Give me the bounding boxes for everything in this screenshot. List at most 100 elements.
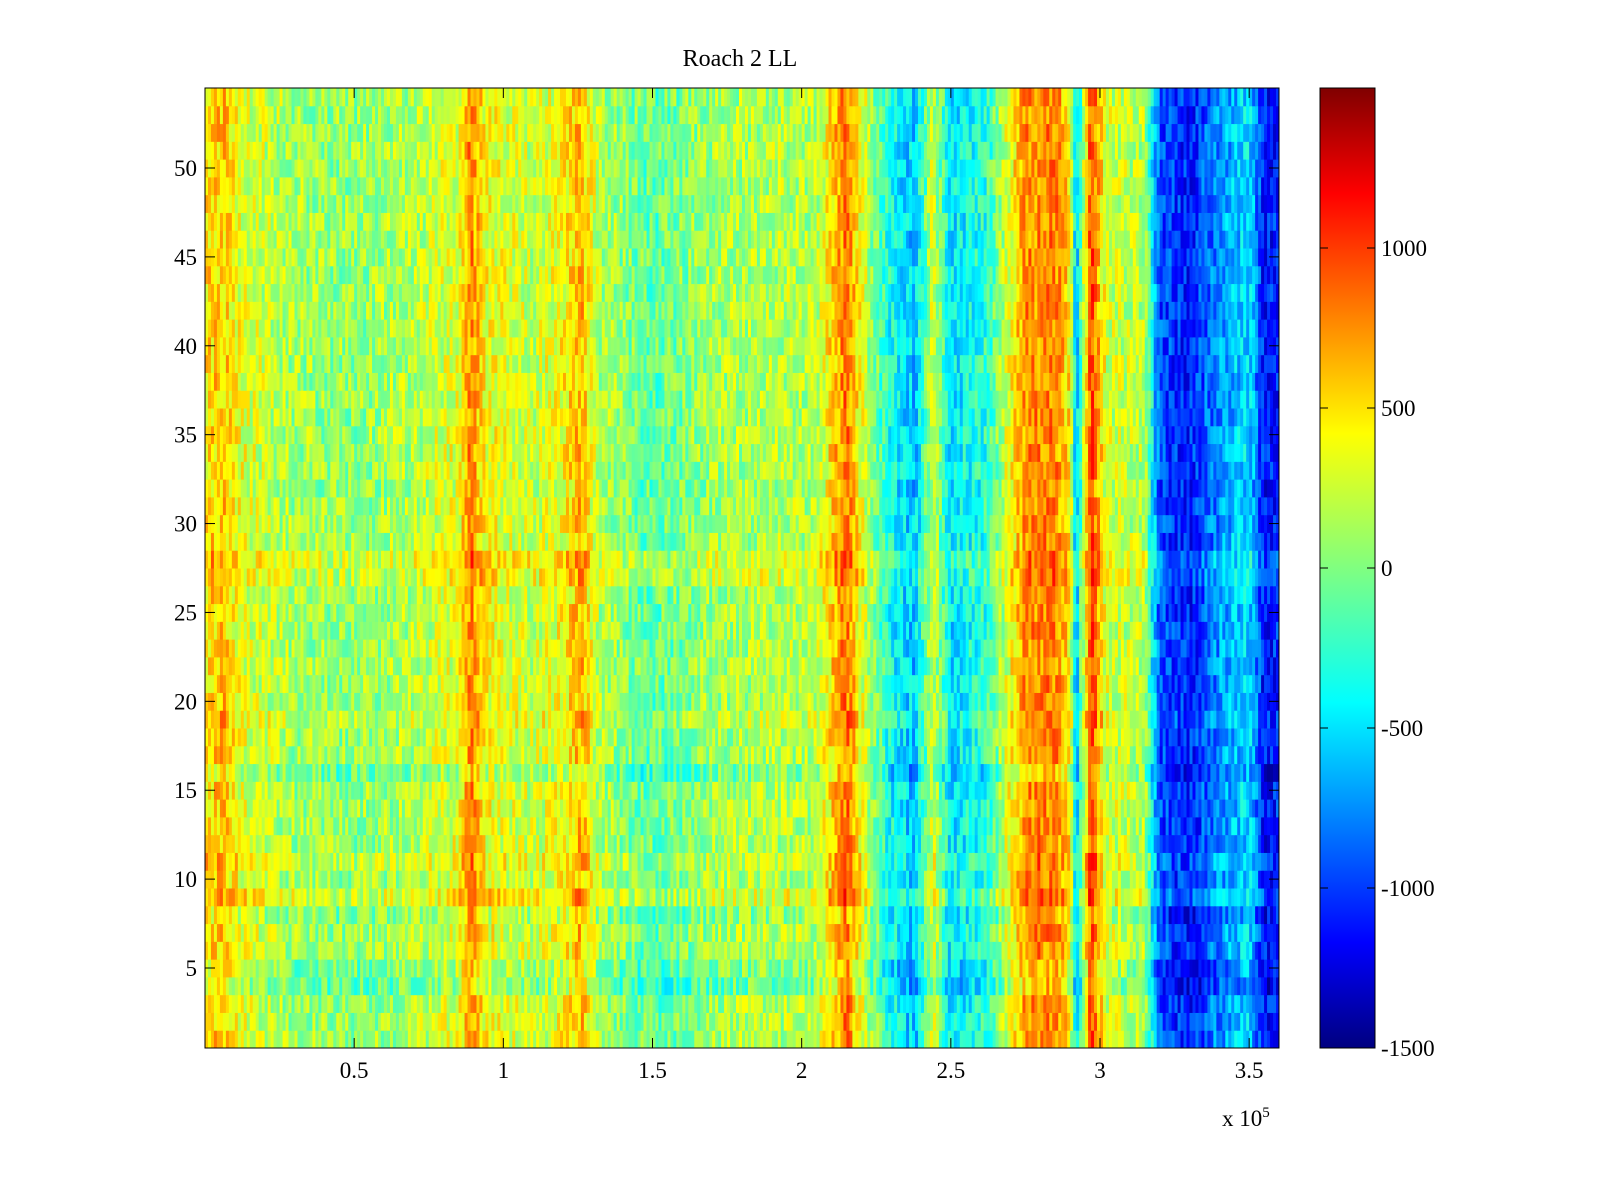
heatmap-cell xyxy=(992,816,997,836)
heatmap-cell xyxy=(906,959,910,978)
heatmap-cell xyxy=(1138,959,1143,978)
heatmap-cell xyxy=(583,799,588,818)
heatmap-cell xyxy=(718,1012,722,1031)
heatmap-cell xyxy=(440,923,445,942)
heatmap-cell xyxy=(652,799,656,818)
heatmap-cell xyxy=(1064,905,1068,925)
heatmap-cell xyxy=(446,852,451,871)
heatmap-cell xyxy=(909,941,913,960)
heatmap-cell xyxy=(428,959,433,978)
heatmap-cell xyxy=(694,834,698,853)
heatmap-cell xyxy=(625,834,630,853)
heatmap-cell xyxy=(291,905,295,925)
heatmap-cell xyxy=(437,888,442,907)
heatmap-cell xyxy=(1186,852,1190,871)
heatmap-cell xyxy=(437,799,442,818)
heatmap-cell xyxy=(721,959,725,978)
heatmap-cell xyxy=(440,976,445,996)
heatmap-cell xyxy=(506,852,510,871)
heatmap-cell xyxy=(700,959,704,978)
heatmap-cell xyxy=(909,976,913,996)
heatmap-cell xyxy=(506,870,510,889)
heatmap-cell xyxy=(309,1012,313,1031)
heatmap-cell xyxy=(1120,870,1125,889)
heatmap-cell xyxy=(461,1012,466,1031)
heatmap-cell xyxy=(941,834,946,853)
heatmap-cell xyxy=(279,870,284,889)
heatmap-cell xyxy=(673,994,677,1013)
heatmap-cell xyxy=(1025,1030,1029,1049)
heatmap-cell xyxy=(756,976,761,996)
heatmap-cell xyxy=(545,799,549,818)
heatmap-cell xyxy=(1249,1030,1253,1049)
heatmap-cell xyxy=(643,1030,648,1049)
heatmap-cell xyxy=(1061,870,1065,889)
heatmap-cell xyxy=(691,799,695,818)
heatmap-cell xyxy=(401,959,406,978)
heatmap-cell xyxy=(870,959,874,978)
heatmap-cell xyxy=(849,994,853,1013)
heatmap-cell xyxy=(980,923,985,942)
heatmap-cell xyxy=(327,1012,331,1031)
heatmap-cell xyxy=(706,816,710,836)
heatmap-cell xyxy=(1123,1030,1128,1049)
heatmap-cell xyxy=(965,923,970,942)
heatmap-cell xyxy=(246,994,251,1013)
heatmap-cell xyxy=(1174,994,1179,1013)
heatmap-cell xyxy=(1213,870,1217,889)
heatmap-cell xyxy=(706,834,710,853)
heatmap-cell xyxy=(1052,941,1056,960)
heatmap-cell xyxy=(694,923,698,942)
heatmap-cell xyxy=(1064,799,1068,818)
heatmap-cell xyxy=(843,959,847,978)
heatmap-cell xyxy=(813,959,818,978)
heatmap-cell xyxy=(1064,834,1068,853)
heatmap-cell xyxy=(395,852,400,871)
heatmap-cell xyxy=(231,905,236,925)
heatmap-cell xyxy=(467,1030,472,1049)
heatmap-cell xyxy=(977,799,982,818)
heatmap-cell xyxy=(721,870,725,889)
heatmap-cell xyxy=(1210,994,1214,1013)
heatmap-cell xyxy=(225,994,230,1013)
heatmap-cell xyxy=(688,1030,692,1049)
heatmap-cell xyxy=(1159,905,1164,925)
heatmap-cell xyxy=(351,852,355,871)
heatmap-cell xyxy=(1165,959,1170,978)
heatmap-cell xyxy=(753,959,758,978)
heatmap-cell xyxy=(736,994,740,1013)
heatmap-cell xyxy=(998,799,1003,818)
heatmap-cell xyxy=(539,834,543,853)
heatmap-cell xyxy=(315,1030,319,1049)
heatmap-cell xyxy=(1213,959,1217,978)
heatmap-cell xyxy=(1058,834,1062,853)
heatmap-cell xyxy=(446,923,451,942)
heatmap-cell xyxy=(548,1030,552,1049)
heatmap-cell xyxy=(1156,994,1161,1013)
heatmap-cell xyxy=(977,816,982,836)
heatmap-cell xyxy=(1031,905,1035,925)
heatmap-cell xyxy=(658,888,662,907)
heatmap-cell xyxy=(694,1012,698,1031)
heatmap-cell xyxy=(941,959,946,978)
heatmap-cell xyxy=(1135,923,1140,942)
heatmap-cell xyxy=(846,816,850,836)
heatmap-cell xyxy=(261,816,266,836)
heatmap-cell xyxy=(876,870,880,889)
heatmap-cell xyxy=(980,870,985,889)
heatmap-cell xyxy=(500,834,504,853)
heatmap-cell xyxy=(768,799,773,818)
heatmap-cell xyxy=(733,976,737,996)
heatmap-cell xyxy=(222,834,227,853)
heatmap-cell xyxy=(357,1012,361,1031)
heatmap-cell xyxy=(646,870,651,889)
heatmap-cell xyxy=(795,959,800,978)
heatmap-cell xyxy=(1189,976,1193,996)
heatmap-cell xyxy=(545,976,549,996)
heatmap-cell xyxy=(369,905,373,925)
heatmap-cell xyxy=(649,816,653,836)
heatmap-cell xyxy=(685,870,689,889)
heatmap-cell xyxy=(249,1030,254,1049)
heatmap-cell xyxy=(1004,816,1009,836)
heatmap-cell xyxy=(730,1030,734,1049)
